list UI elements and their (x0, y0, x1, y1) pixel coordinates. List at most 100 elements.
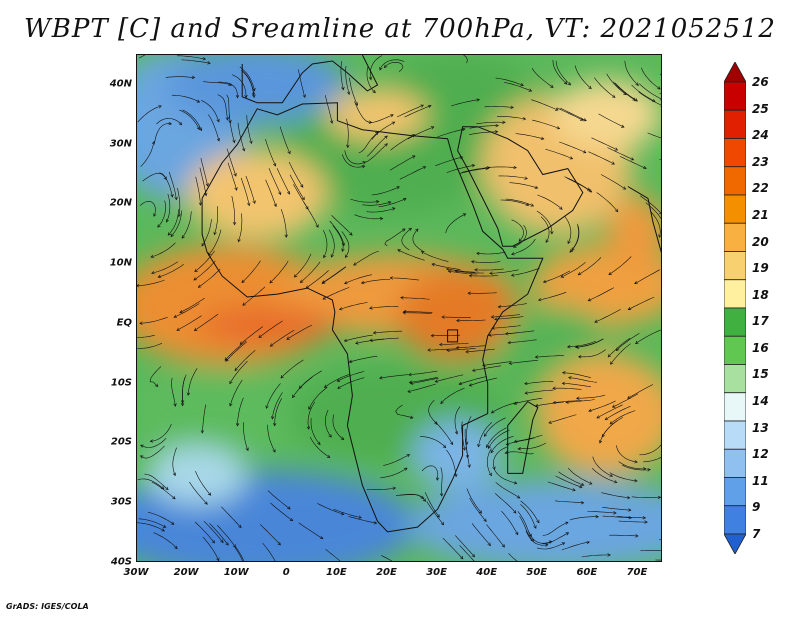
streamline (237, 122, 245, 151)
streamline-arrow (465, 350, 469, 354)
streamline-arrow (559, 206, 563, 210)
streamline (151, 261, 179, 274)
streamline-arrow (630, 157, 635, 161)
streamline-arrow (299, 279, 304, 284)
streamline (353, 250, 379, 266)
streamline-arrow (384, 135, 388, 139)
colorbar-swatch (724, 505, 746, 535)
streamline (286, 324, 313, 340)
streamline-arrow (406, 454, 411, 458)
streamline (365, 143, 388, 163)
wbpt-streamline-map (137, 55, 661, 561)
streamline (193, 260, 216, 281)
streamline (591, 137, 618, 151)
streamline (171, 94, 200, 103)
streamline (369, 306, 399, 309)
streamline (446, 348, 476, 351)
streamline-arrow (161, 528, 165, 532)
streamline (509, 182, 538, 189)
streamline (407, 383, 436, 393)
streamline (518, 442, 547, 450)
streamline-arrow (577, 272, 582, 276)
streamline-arrow (447, 269, 452, 274)
streamline (400, 297, 430, 300)
streamline (324, 373, 350, 388)
streamline-arrow (474, 268, 478, 272)
streamline-arrow (596, 415, 600, 419)
streamline-arrow (372, 89, 376, 94)
streamline (345, 65, 350, 95)
streamline (592, 456, 613, 477)
streamline-arrow (515, 531, 519, 536)
streamline (514, 434, 543, 443)
streamline (638, 91, 661, 106)
streamline-arrow (301, 196, 305, 201)
streamline-arrow (216, 557, 220, 561)
streamline (265, 139, 276, 167)
streamline (488, 429, 510, 449)
streamline (182, 109, 202, 131)
streamline-arrow (607, 353, 612, 358)
streamline (137, 334, 155, 338)
streamline (341, 231, 350, 258)
streamline-arrow (358, 515, 362, 519)
streamline-arrow (247, 202, 251, 207)
colorbar-label: 19 (752, 261, 769, 276)
streamline (181, 59, 211, 64)
streamline (587, 511, 617, 514)
streamline (158, 264, 184, 278)
streamline-arrow (193, 277, 197, 281)
streamline (289, 174, 305, 200)
streamline (631, 84, 656, 102)
streamline-arrow (502, 120, 506, 124)
streamline (217, 94, 228, 121)
streamline-arrow (494, 130, 499, 134)
streamline-arrow (237, 238, 241, 243)
streamline-arrow (607, 553, 611, 557)
streamline-arrow (467, 291, 471, 295)
streamline-arrow (273, 162, 277, 167)
streamline-arrow (435, 477, 440, 481)
streamline (601, 417, 623, 438)
streamline-arrow (468, 274, 473, 278)
streamline (524, 389, 554, 394)
streamline (536, 210, 553, 234)
streamline-arrow (456, 318, 460, 323)
streamline (567, 467, 593, 485)
streamline-arrow (471, 368, 476, 372)
streamline-arrow (622, 186, 627, 190)
streamline-arrow (441, 315, 445, 319)
streamline-arrow (588, 85, 592, 90)
lat-label: 40S (110, 556, 132, 568)
streamline-arrow (337, 385, 341, 389)
streamline-arrow (157, 274, 162, 279)
streamline-arrow (476, 98, 481, 102)
streamline-arrow (252, 200, 256, 205)
streamline (165, 76, 195, 78)
streamline (466, 416, 472, 445)
streamline-layer (137, 55, 661, 561)
streamline-arrow (341, 86, 345, 91)
streamline (395, 404, 413, 419)
lon-label: 30E (426, 567, 447, 578)
streamline-arrow (634, 98, 638, 102)
streamline (358, 131, 379, 154)
streamline-arrow (341, 248, 345, 253)
streamline (366, 207, 395, 213)
streamline-arrow (170, 194, 174, 198)
streamline (329, 220, 345, 246)
streamline-arrow (265, 405, 269, 409)
streamline (486, 427, 507, 448)
streamline-arrow (289, 517, 294, 522)
lat-label: 30N (109, 138, 132, 150)
streamline-arrow (550, 231, 554, 235)
streamline-arrow (402, 197, 407, 202)
streamline-arrow (328, 434, 332, 438)
streamline-arrow (211, 540, 215, 544)
streamline (177, 188, 181, 217)
streamline-arrow (269, 280, 273, 284)
streamline-arrow (556, 126, 561, 130)
streamline (618, 520, 648, 523)
streamline-arrow (578, 484, 583, 489)
streamline-arrow (244, 94, 248, 99)
